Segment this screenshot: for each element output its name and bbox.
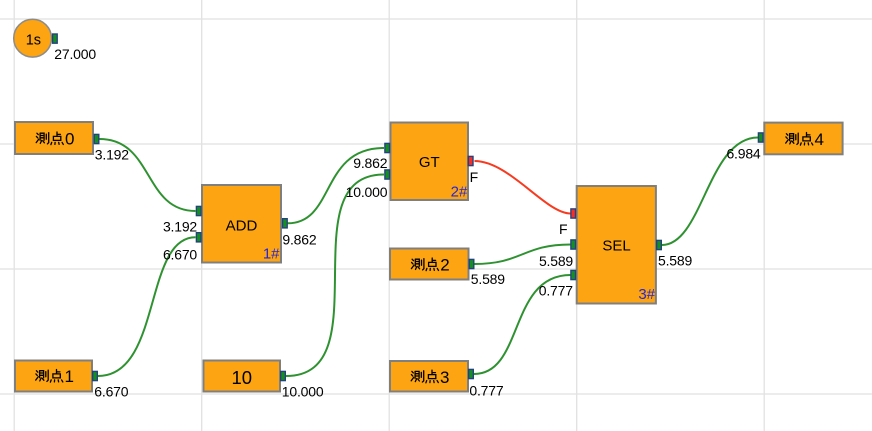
svg-text:5.589: 5.589 [471, 271, 505, 287]
svg-text:0.777: 0.777 [539, 282, 573, 298]
svg-text:1#: 1# [263, 246, 280, 263]
svg-text:0.777: 0.777 [469, 382, 503, 398]
svg-text:ADD: ADD [226, 218, 258, 235]
svg-text:0: 0 [65, 130, 74, 149]
svg-text:9.862: 9.862 [282, 231, 316, 247]
svg-text:1s: 1s [26, 33, 41, 49]
svg-text:2: 2 [440, 256, 449, 275]
svg-text:4: 4 [815, 130, 824, 149]
svg-text:3#: 3# [638, 286, 655, 303]
svg-text:27.000: 27.000 [54, 46, 96, 62]
svg-text:6.670: 6.670 [94, 383, 128, 399]
svg-text:3: 3 [440, 368, 449, 387]
svg-text:2#: 2# [451, 183, 468, 200]
svg-text:9.862: 9.862 [353, 155, 387, 171]
svg-text:GT: GT [419, 154, 440, 171]
svg-text:10.000: 10.000 [282, 383, 324, 399]
svg-text:10: 10 [232, 367, 253, 388]
svg-text:5.589: 5.589 [658, 253, 692, 269]
svg-text:1: 1 [65, 367, 74, 386]
svg-text:F: F [470, 169, 478, 185]
svg-text:SEL: SEL [602, 238, 630, 255]
svg-text:10.000: 10.000 [346, 184, 388, 200]
svg-text:F: F [559, 221, 567, 237]
svg-text:3.192: 3.192 [163, 219, 197, 235]
svg-text:6.984: 6.984 [726, 146, 760, 162]
svg-text:3.192: 3.192 [95, 146, 129, 162]
svg-text:5.589: 5.589 [539, 253, 573, 269]
svg-text:6.670: 6.670 [163, 246, 197, 262]
